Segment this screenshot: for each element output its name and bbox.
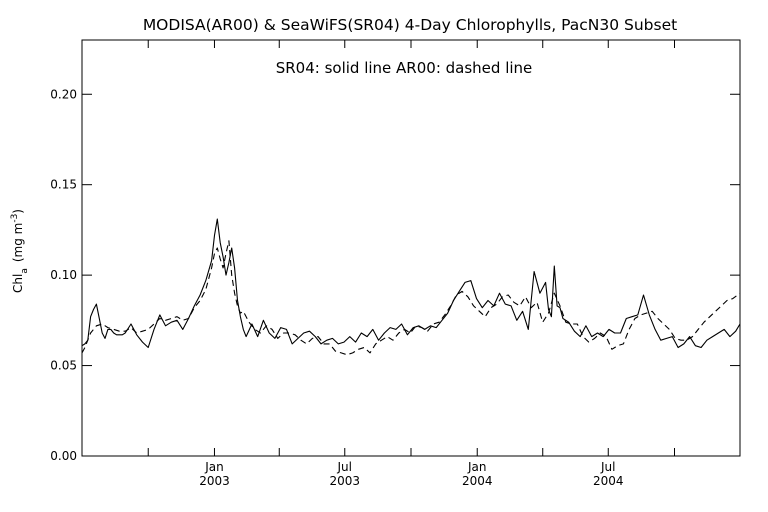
y-tick-label: 0.15 [50,178,77,192]
x-tick-month-label: Jul [600,460,615,474]
y-tick-label: 0.10 [50,268,77,282]
x-tick-month-label: Jan [204,460,224,474]
y-axis-label-main: Chl [11,274,25,293]
x-tick-year-label: 2003 [329,474,360,488]
x-tick-month-label: Jul [337,460,352,474]
y-axis-label: Chla (mg m-3) [10,209,30,293]
series-line-sr04 [81,218,741,349]
x-tick-year-label: 2004 [593,474,624,488]
x-tick-year-label: 2004 [462,474,493,488]
data-series [81,218,741,356]
x-tick-year-label: 2003 [199,474,230,488]
y-axis-label-close: ) [11,209,25,214]
y-tick-label: 0.00 [50,449,77,463]
y-axis-label-units: (mg m [11,223,25,263]
chart-title: MODISA(AR00) & SeaWiFS(SR04) 4-Day Chlor… [143,16,677,34]
y-tick-label: 0.20 [50,87,77,101]
series-style-annotation: SR04: solid line AR00: dashed line [276,59,533,77]
y-axis-label-subscript: a [20,268,30,274]
y-axis-label-superscript: -3 [10,214,20,223]
series-line-ar00 [81,240,741,356]
x-tick-month-label: Jan [467,460,487,474]
y-tick-label: 0.05 [50,359,77,373]
y-axis-ticks: 0.00 0.05 0.10 0.15 0.20 [50,87,740,463]
